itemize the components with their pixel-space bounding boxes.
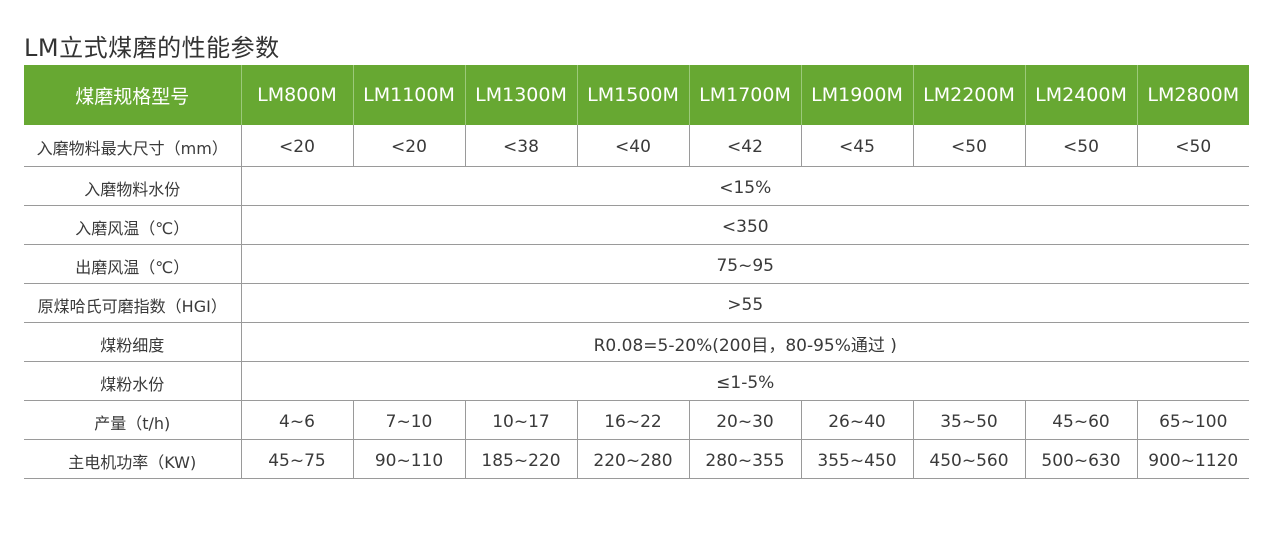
- header-model: LM1900M: [800, 65, 913, 125]
- row-label: 主电机功率（KW): [24, 439, 241, 479]
- header-model: LM800M: [240, 65, 353, 125]
- cell-value: <20: [352, 125, 465, 167]
- cell-value: 10~17: [464, 400, 577, 440]
- cell-value: <50: [912, 125, 1025, 167]
- header-model: LM2200M: [912, 65, 1025, 125]
- row-label: 产量（t/h): [24, 400, 241, 440]
- cell-value: <50: [1024, 125, 1137, 167]
- cell-value: 90~110: [352, 439, 465, 479]
- header-model: LM1100M: [352, 65, 465, 125]
- cell-value: 35~50: [912, 400, 1025, 440]
- row-label: 原煤哈氏可磨指数（HGI）: [24, 283, 241, 323]
- header-model: LM2400M: [1024, 65, 1137, 125]
- cell-value: <38: [464, 125, 577, 167]
- cell-value-span: <15%: [240, 166, 1249, 206]
- page-title: LM立式煤磨的性能参数: [24, 34, 280, 62]
- header-model: LM1300M: [464, 65, 577, 125]
- cell-value: 7~10: [352, 400, 465, 440]
- table-row: 出磨风温（℃） 75~95: [24, 244, 1249, 284]
- cell-value: 16~22: [576, 400, 689, 440]
- cell-value: <45: [800, 125, 913, 167]
- row-label: 煤粉水份: [24, 361, 241, 401]
- cell-value: 4~6: [240, 400, 353, 440]
- cell-value: 26~40: [800, 400, 913, 440]
- table-row: 入磨物料水份 <15%: [24, 166, 1249, 206]
- cell-value: 20~30: [688, 400, 801, 440]
- cell-value: 450~560: [912, 439, 1025, 479]
- header-label: 煤磨规格型号: [24, 65, 241, 125]
- cell-value: 355~450: [800, 439, 913, 479]
- cell-value: 65~100: [1136, 400, 1249, 440]
- table-row: 入磨风温（℃） <350: [24, 205, 1249, 245]
- table-header-row: 煤磨规格型号 LM800M LM1100M LM1300M LM1500M LM1700M…: [24, 65, 1249, 125]
- cell-value-span: 75~95: [240, 244, 1249, 284]
- header-model: LM2800M: [1136, 65, 1249, 125]
- cell-value: <42: [688, 125, 801, 167]
- cell-value-span: <350: [240, 205, 1249, 245]
- row-label: 入磨物料水份: [24, 166, 241, 206]
- header-model: LM1500M: [576, 65, 689, 125]
- table-row: 入磨物料最大尺寸（mm） <20 <20 <38 <40 <42 <45 <50 <50 <50: [24, 125, 1249, 167]
- table-row: 煤粉细度 R0.08=5-20%(200目，80-95%通过 ): [24, 322, 1249, 362]
- table-row: 原煤哈氏可磨指数（HGI） >55: [24, 283, 1249, 323]
- header-model: LM1700M: [688, 65, 801, 125]
- cell-value: 45~75: [240, 439, 353, 479]
- cell-value-span: >55: [240, 283, 1249, 323]
- cell-value: <20: [240, 125, 353, 167]
- row-label: 煤粉细度: [24, 322, 241, 362]
- cell-value: 900~1120: [1136, 439, 1249, 479]
- row-label: 出磨风温（℃）: [24, 244, 241, 284]
- cell-value: 220~280: [576, 439, 689, 479]
- table-row: 产量（t/h) 4~6 7~10 10~17 16~22 20~30 26~40 35~50 4…: [24, 400, 1249, 440]
- cell-value: <40: [576, 125, 689, 167]
- cell-value: 280~355: [688, 439, 801, 479]
- table-row: 煤粉水份 ≤1-5%: [24, 361, 1249, 401]
- table-row: 主电机功率（KW) 45~75 90~110 185~220 220~280 280~35…: [24, 439, 1249, 479]
- cell-value: 500~630: [1024, 439, 1137, 479]
- performance-table: 煤磨规格型号 LM800M LM1100M LM1300M LM1500M LM1700M…: [24, 65, 1249, 479]
- cell-value-span: ≤1-5%: [240, 361, 1249, 401]
- row-label: 入磨风温（℃）: [24, 205, 241, 245]
- cell-value-span: R0.08=5-20%(200目，80-95%通过 ): [240, 322, 1249, 362]
- cell-value: 45~60: [1024, 400, 1137, 440]
- cell-value: 185~220: [464, 439, 577, 479]
- cell-value: <50: [1136, 125, 1249, 167]
- row-label: 入磨物料最大尺寸（mm）: [24, 125, 241, 167]
